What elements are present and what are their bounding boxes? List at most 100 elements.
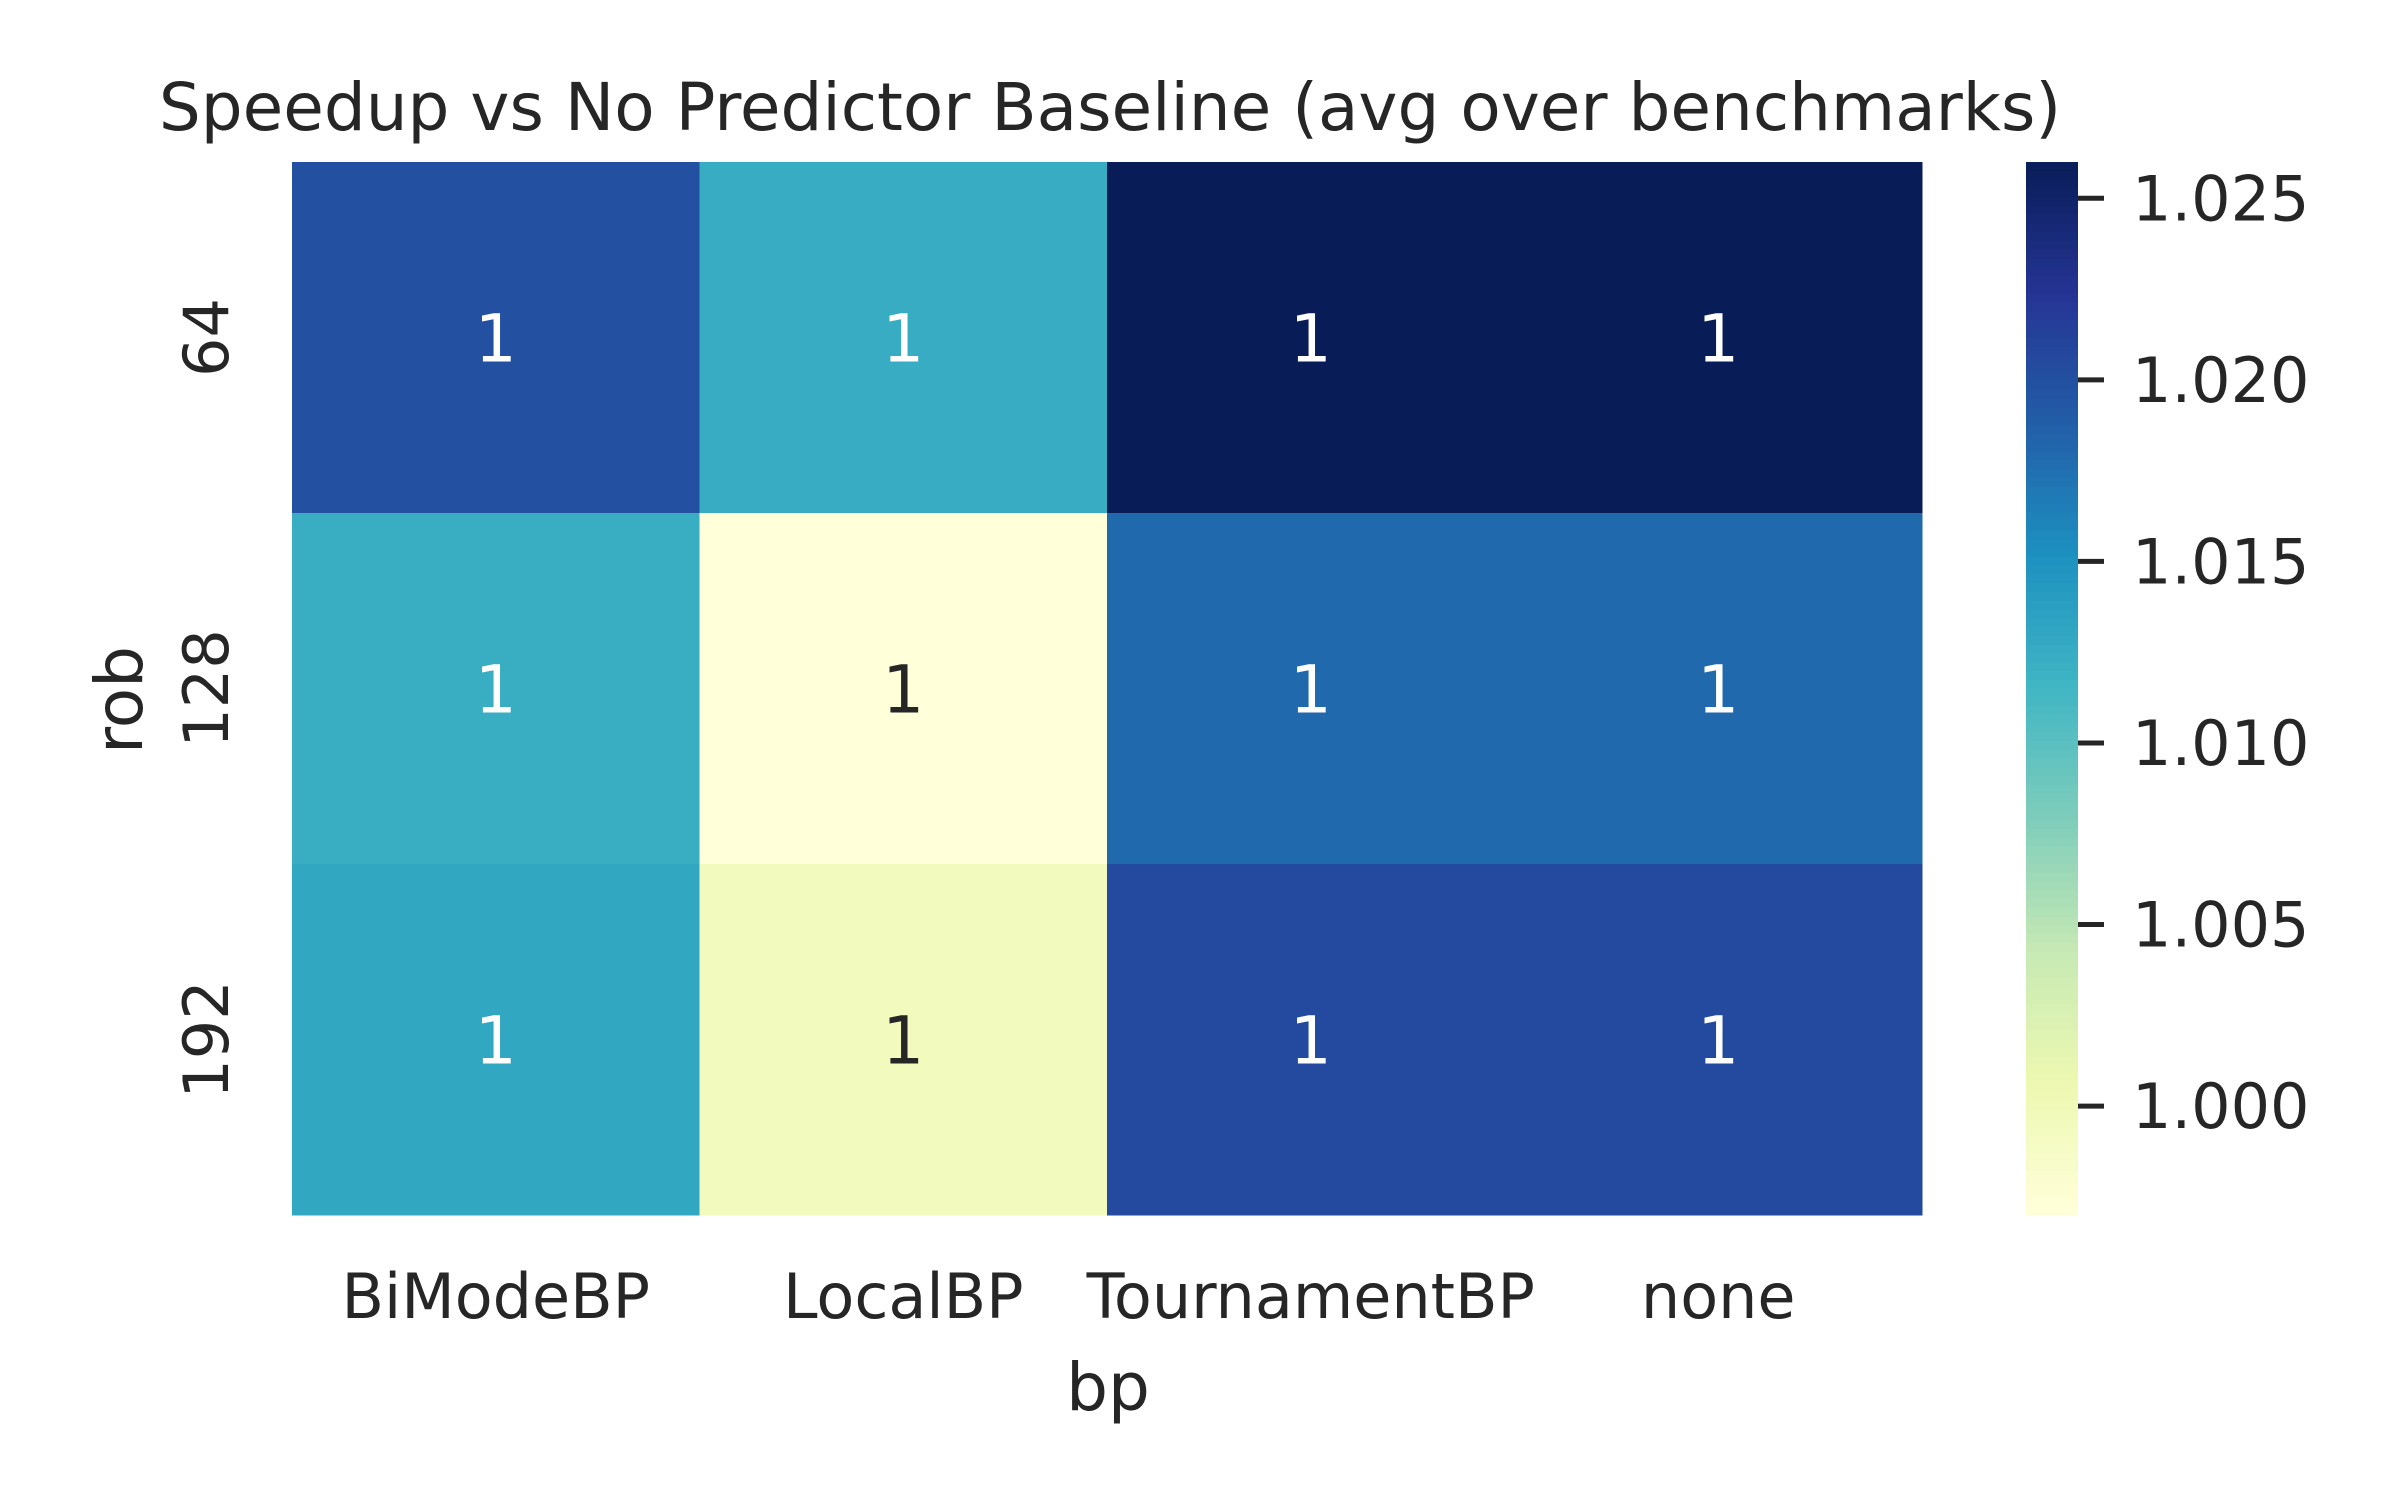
colorbar-segment <box>2026 855 2078 865</box>
colorbar-segment <box>2026 732 2078 742</box>
cell-value-label: 1 <box>1697 1003 1739 1080</box>
colorbar-segment <box>2026 434 2078 444</box>
colorbar-segment <box>2026 214 2078 225</box>
colorbar-segment <box>2026 890 2078 900</box>
colorbar-segment <box>2026 170 2078 181</box>
cell-value-label: 1 <box>1290 1003 1332 1080</box>
colorbar-segment <box>2026 1004 2078 1014</box>
colorbar-segment <box>2026 363 2078 374</box>
colorbar-segment <box>2026 197 2078 207</box>
colorbar-segment <box>2026 1127 2078 1137</box>
colorbar-segment <box>2026 267 2078 277</box>
colorbar-segment <box>2026 828 2078 839</box>
colorbar-segment <box>2026 1030 2078 1041</box>
heatmap-cell <box>1514 513 1923 865</box>
colorbar-segment <box>2026 1057 2078 1067</box>
colorbar-segment <box>2026 1083 2078 1093</box>
colorbar-segment <box>2026 284 2078 295</box>
colorbar-segment <box>2026 302 2078 312</box>
colorbar-segment <box>2026 670 2078 681</box>
x-tick-label: BiModeBP <box>341 1260 650 1333</box>
colorbar-segment <box>2026 635 2078 646</box>
colorbar-segment <box>2026 960 2078 970</box>
colorbar-segment <box>2026 591 2078 602</box>
cell-value-label: 1 <box>882 652 924 729</box>
heatmap-cell <box>699 864 1108 1216</box>
colorbar-segment <box>2026 1039 2078 1049</box>
heatmap-cell-labels: 1 1 1 1 1 1 1 1 1 1 1 1 <box>475 301 1740 1080</box>
colorbar-segment <box>2026 179 2078 189</box>
colorbar-segment <box>2026 969 2078 979</box>
colorbar-segment <box>2026 978 2078 988</box>
colorbar-segment <box>2026 679 2078 690</box>
colorbar-segment <box>2026 1179 2078 1190</box>
y-tick-label: 192 <box>170 980 243 1098</box>
heatmap-cells <box>292 162 1923 1216</box>
colorbar-segment <box>2026 477 2078 488</box>
colorbar-segment <box>2026 381 2078 391</box>
colorbar-segment <box>2026 644 2078 654</box>
colorbar-segment <box>2026 1206 2078 1216</box>
colorbar-segment <box>2026 916 2078 927</box>
colorbar-segment <box>2026 311 2078 321</box>
cell-value-label: 1 <box>475 301 517 378</box>
colorbar-segment <box>2026 337 2078 347</box>
colorbar-segment <box>2026 504 2078 514</box>
colorbar-segment <box>2026 1109 2078 1120</box>
colorbar-segment <box>2026 293 2078 303</box>
colorbar-segment <box>2026 249 2078 260</box>
cell-value-label: 1 <box>1697 301 1739 378</box>
colorbar-segment <box>2026 205 2078 216</box>
colorbar-segment <box>2026 1021 2078 1032</box>
colorbar-segment <box>2026 319 2078 330</box>
colorbar-segment <box>2026 609 2078 619</box>
colorbar-segment <box>2026 188 2078 198</box>
colorbar-segment <box>2026 837 2078 848</box>
colorbar-segment <box>2026 390 2078 400</box>
colorbar-segment <box>2026 618 2078 628</box>
colorbar-segment <box>2026 1153 2078 1163</box>
colorbar-segment <box>2026 741 2078 751</box>
cell-value-label: 1 <box>1697 652 1739 729</box>
colorbar-segment <box>2026 355 2078 365</box>
colorbar-segment <box>2026 758 2078 769</box>
y-tick-labels: 64 128 192 <box>170 298 243 1099</box>
colorbar-segment <box>2026 240 2078 251</box>
cell-value-label: 1 <box>882 1003 924 1080</box>
colorbar-segment <box>2026 934 2078 944</box>
cell-value-label: 1 <box>475 652 517 729</box>
colorbar-segment <box>2026 162 2078 172</box>
colorbar-segment <box>2026 662 2078 672</box>
colorbar-segment <box>2026 407 2078 418</box>
cell-value-label: 1 <box>882 301 924 378</box>
colorbar-segment <box>2026 574 2078 584</box>
heatmap-cell <box>1107 513 1515 865</box>
x-tick-label: TournamentBP <box>1086 1260 1535 1333</box>
colorbar-segment <box>2026 688 2078 698</box>
colorbar-segment <box>2026 776 2078 786</box>
x-axis-label: bp <box>1066 1349 1150 1426</box>
colorbar-segment <box>2026 811 2078 821</box>
colorbar-segment <box>2026 951 2078 962</box>
colorbar-segment <box>2026 513 2078 523</box>
colorbar-segment <box>2026 1118 2078 1128</box>
colorbar-segment <box>2026 793 2078 804</box>
colorbar-segment <box>2026 1197 2078 1207</box>
colorbar <box>2026 162 2078 1216</box>
colorbar-segment <box>2026 1171 2078 1181</box>
colorbar-segment <box>2026 328 2078 339</box>
colorbar-segment <box>2026 820 2078 830</box>
colorbar-segment <box>2026 1144 2078 1155</box>
colorbar-segment <box>2026 697 2078 707</box>
colorbar-segment <box>2026 907 2078 918</box>
colorbar-tick-label: 1.000 <box>2132 1070 2310 1143</box>
colorbar-segment <box>2026 925 2078 935</box>
colorbar-segment <box>2026 802 2078 812</box>
cell-value-label: 1 <box>1290 652 1332 729</box>
colorbar-tick-label: 1.015 <box>2132 525 2310 598</box>
colorbar-segment <box>2026 706 2078 716</box>
colorbar-segment <box>2026 749 2078 760</box>
colorbar-segment <box>2026 1162 2078 1172</box>
x-tick-label: none <box>1641 1260 1796 1333</box>
colorbar-segment <box>2026 1074 2078 1084</box>
